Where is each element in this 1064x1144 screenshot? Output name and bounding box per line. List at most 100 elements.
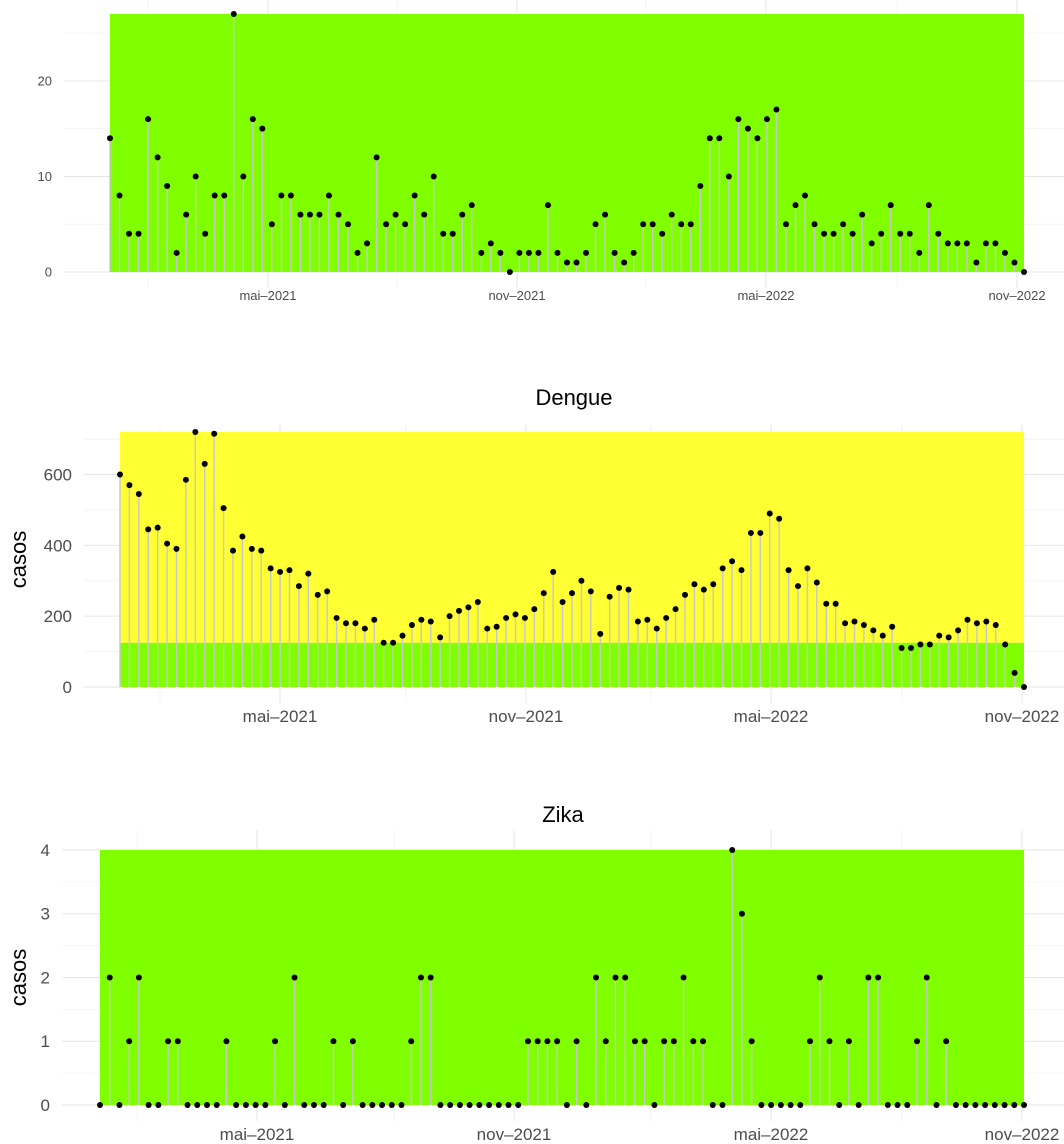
data-point <box>830 230 837 237</box>
data-point <box>1001 1102 1008 1108</box>
data-point <box>456 607 462 614</box>
data-point <box>340 1102 347 1108</box>
data-point <box>982 240 989 247</box>
data-point <box>497 249 504 256</box>
data-point <box>466 1102 473 1108</box>
data-point <box>240 173 247 180</box>
data-point <box>126 230 133 237</box>
data-point <box>682 591 688 598</box>
data-point <box>845 1038 852 1045</box>
data-point <box>680 974 687 981</box>
data-point <box>573 1038 580 1045</box>
data-point <box>625 586 632 593</box>
data-point <box>811 221 818 228</box>
data-point <box>991 1102 998 1108</box>
data-point <box>826 1038 833 1045</box>
data-point <box>763 116 770 123</box>
data-point <box>154 154 161 161</box>
data-point <box>973 620 980 627</box>
data-point <box>593 974 600 981</box>
data-point <box>465 604 472 611</box>
x-tick-label: nov–2022 <box>985 707 1060 726</box>
data-point <box>135 230 142 237</box>
data-point <box>612 974 619 981</box>
x-tick-label: mai–2021 <box>243 707 318 726</box>
data-point <box>583 1102 590 1108</box>
data-point <box>373 154 380 161</box>
data-point <box>259 125 266 132</box>
data-point <box>889 623 896 630</box>
data-point <box>192 173 199 180</box>
data-point <box>678 221 685 228</box>
data-point <box>865 974 872 981</box>
data-point <box>192 429 199 435</box>
data-point <box>616 584 623 591</box>
data-point <box>408 1038 415 1045</box>
x-tick-label: nov–2022 <box>985 1125 1060 1144</box>
data-point <box>314 591 321 598</box>
data-point <box>418 616 425 623</box>
data-point <box>267 565 274 572</box>
data-point <box>851 618 858 625</box>
data-point <box>972 1102 979 1108</box>
data-point <box>897 230 904 237</box>
data-point <box>531 606 538 613</box>
data-point <box>286 567 293 574</box>
data-point <box>117 471 123 478</box>
data-point <box>258 547 265 554</box>
data-point <box>343 620 349 627</box>
data-point <box>544 202 551 209</box>
data-point <box>1011 669 1018 676</box>
data-point <box>392 211 399 218</box>
data-point <box>933 1102 940 1108</box>
data-point <box>349 1038 356 1045</box>
data-point <box>554 1038 561 1045</box>
data-point <box>230 547 236 554</box>
data-point <box>252 1102 259 1108</box>
data-point <box>383 221 390 228</box>
data-point <box>602 1038 609 1045</box>
data-point <box>427 618 434 625</box>
data-point <box>884 1102 891 1108</box>
x-tick-label: mai–2021 <box>239 288 296 303</box>
data-point <box>408 622 415 629</box>
data-point <box>744 125 751 132</box>
y-tick-label: 4 <box>41 841 50 860</box>
data-point <box>776 515 783 522</box>
data-point <box>369 1102 376 1108</box>
data-point <box>399 632 406 639</box>
data-point <box>106 974 113 981</box>
data-point <box>516 249 523 256</box>
data-point <box>165 1038 172 1045</box>
data-point <box>716 135 723 142</box>
data-point <box>630 249 637 256</box>
data-point <box>325 192 332 199</box>
data-point <box>145 1102 152 1108</box>
data-point <box>832 600 839 607</box>
data-point <box>116 1102 123 1108</box>
data-point <box>534 1038 541 1045</box>
data-point <box>437 1102 444 1108</box>
data-point <box>559 599 566 605</box>
data-point <box>859 211 866 218</box>
data-point <box>649 221 656 228</box>
data-point <box>982 1102 989 1108</box>
data-point <box>154 524 161 531</box>
data-point <box>164 183 171 189</box>
data-point <box>505 1102 512 1108</box>
data-point <box>380 639 387 646</box>
data-point <box>917 641 924 648</box>
data-point <box>1002 641 1009 648</box>
data-point <box>437 634 444 641</box>
data-point <box>962 1102 969 1108</box>
data-point <box>952 1102 959 1108</box>
data-point <box>992 240 999 247</box>
data-point <box>201 460 208 467</box>
data-point <box>211 430 218 437</box>
data-point <box>239 533 246 540</box>
data-point <box>173 545 180 552</box>
data-point <box>221 192 228 199</box>
data-point <box>757 529 764 536</box>
data-point <box>640 221 647 228</box>
data-point <box>1021 1102 1027 1108</box>
